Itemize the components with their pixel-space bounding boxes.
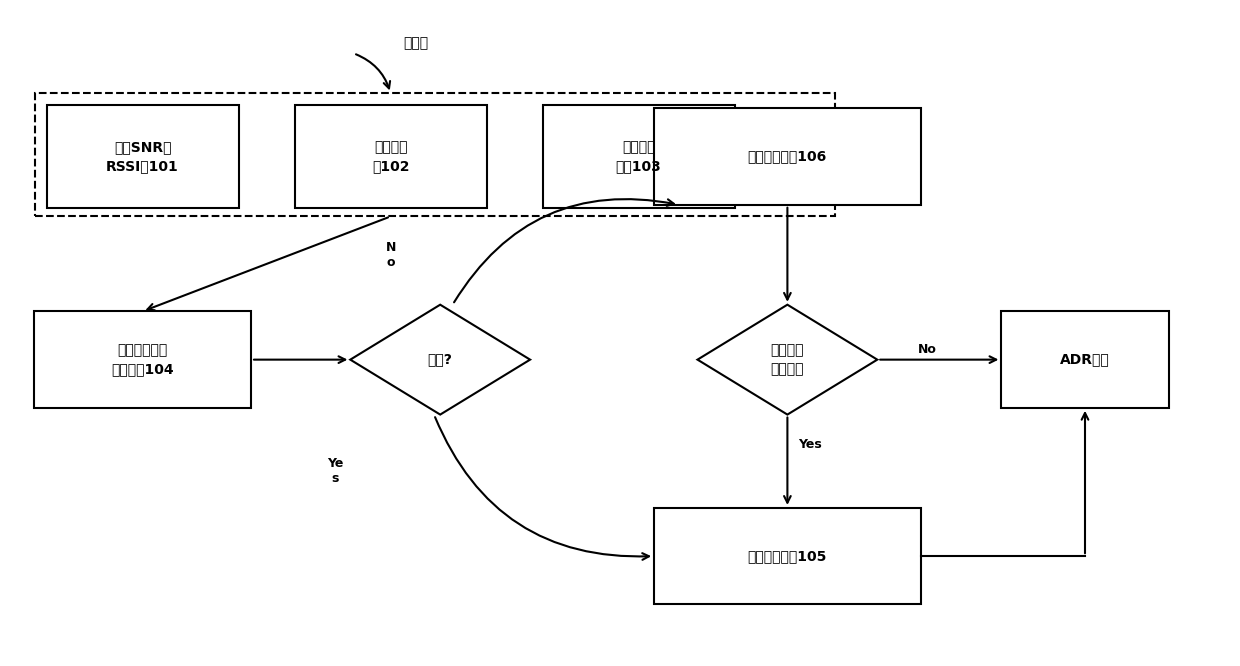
- Text: 正常速率调节106: 正常速率调节106: [748, 149, 827, 164]
- Text: Ye
s: Ye s: [326, 457, 343, 486]
- Bar: [655, 109, 920, 205]
- Text: Yes: Yes: [797, 438, 822, 451]
- Polygon shape: [697, 305, 878, 414]
- Bar: [47, 105, 238, 208]
- Text: 统计信道
负荷103: 统计信道 负荷103: [616, 141, 661, 172]
- Text: ADR控制: ADR控制: [1060, 352, 1110, 367]
- Bar: [35, 93, 835, 216]
- Text: No: No: [918, 343, 936, 356]
- Bar: [295, 105, 486, 208]
- Text: 采样SNR、
RSSI值101: 采样SNR、 RSSI值101: [107, 141, 179, 172]
- Text: 上行帧: 上行帧: [403, 36, 428, 51]
- Bar: [543, 105, 734, 208]
- Text: 信道负荷
均超阈值: 信道负荷 均超阈值: [770, 344, 805, 376]
- Text: 统计丢包
率102: 统计丢包 率102: [372, 141, 409, 172]
- Polygon shape: [350, 305, 531, 414]
- Bar: [1002, 312, 1168, 408]
- Bar: [655, 508, 920, 605]
- Text: 丢包?: 丢包?: [428, 352, 453, 367]
- Text: 丢包速率调节105: 丢包速率调节105: [748, 549, 827, 563]
- Text: N
o: N o: [386, 240, 396, 269]
- Text: 计算终端期望
数据速率104: 计算终端期望 数据速率104: [112, 344, 174, 376]
- Bar: [35, 312, 250, 408]
